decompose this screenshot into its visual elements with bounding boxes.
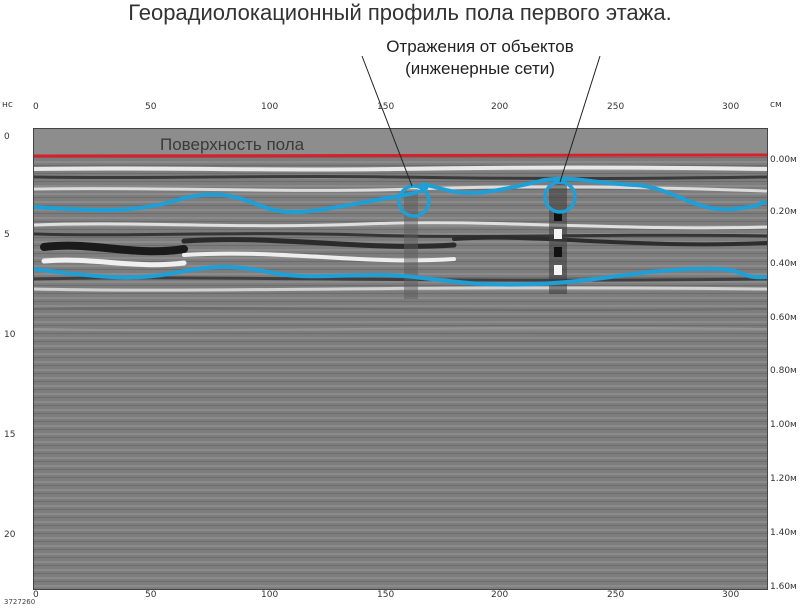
distance-unit-label: см [770,100,782,110]
x-tick-top: 300 [722,102,740,112]
image-code: 3727260 [4,598,36,606]
x-tick-top: 100 [261,102,279,112]
y-tick: 20 [4,530,16,540]
depth-tick: 0.00м [770,155,797,165]
callout-pointer-right [559,55,601,183]
depth-tick: 0.40м [770,259,797,269]
callout-pointer-left [361,55,413,187]
floor-surface-label: Поверхность пола [160,135,305,154]
x-tick-bottom: 250 [607,590,625,600]
objects-callout: Отражения от объектов (инженерные сети) [340,36,620,80]
depth-tick: 0.20м [770,207,797,217]
callout-line-2: (инженерные сети) [405,59,555,78]
figure-title: Георадиолокационный профиль пола первого… [128,0,672,25]
time-unit-label: нс [2,100,13,110]
depth-tick: 1.60м [770,582,797,592]
object-circle-1 [397,184,431,218]
x-tick-top: 50 [145,102,157,112]
x-tick-bottom: 200 [491,590,509,600]
x-tick-bottom: 150 [377,590,395,600]
y-tick: 0 [4,132,10,142]
y-tick: 5 [4,230,10,240]
y-tick: 10 [4,330,16,340]
upper-interface-trace [34,176,767,214]
x-tick-bottom: 0 [33,590,39,600]
x-tick-bottom: 50 [145,590,157,600]
lower-interface-trace [34,265,767,287]
depth-tick: 0.60м [770,313,797,323]
x-tick-bottom: 300 [722,590,740,600]
x-tick-top: 0 [33,102,39,112]
depth-tick: 1.20м [770,474,797,484]
x-tick-bottom: 100 [261,590,279,600]
air-band [34,129,767,157]
depth-tick: 1.00м [770,420,797,430]
x-tick-top: 200 [491,102,509,112]
x-tick-top: 150 [377,102,395,112]
depth-tick: 1.40м [770,528,797,538]
callout-line-1: Отражения от объектов [386,37,574,56]
depth-tick: 0.80м [770,366,797,376]
x-tick-top: 250 [607,102,625,112]
radargram-image [34,129,767,589]
y-tick: 15 [4,430,16,440]
radargram-panel [33,128,768,590]
